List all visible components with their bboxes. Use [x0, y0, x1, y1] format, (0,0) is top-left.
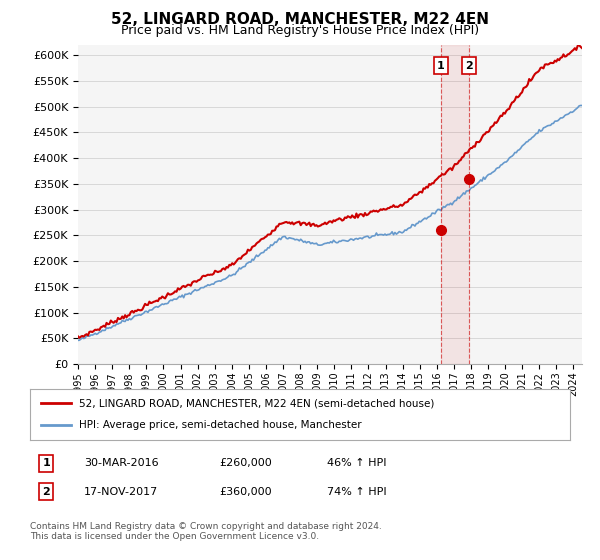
Text: Contains HM Land Registry data © Crown copyright and database right 2024.
This d: Contains HM Land Registry data © Crown c… — [30, 522, 382, 542]
Text: 30-MAR-2016: 30-MAR-2016 — [84, 458, 158, 468]
Text: Price paid vs. HM Land Registry's House Price Index (HPI): Price paid vs. HM Land Registry's House … — [121, 24, 479, 37]
Text: 46% ↑ HPI: 46% ↑ HPI — [327, 458, 386, 468]
Bar — [441, 45, 469, 364]
Text: £360,000: £360,000 — [219, 487, 272, 497]
Text: 17-NOV-2017: 17-NOV-2017 — [84, 487, 158, 497]
Text: 2: 2 — [43, 487, 50, 497]
Text: £260,000: £260,000 — [219, 458, 272, 468]
Text: 74% ↑ HPI: 74% ↑ HPI — [327, 487, 386, 497]
Text: 2: 2 — [466, 60, 473, 71]
Text: 52, LINGARD ROAD, MANCHESTER, M22 4EN: 52, LINGARD ROAD, MANCHESTER, M22 4EN — [111, 12, 489, 27]
Text: 1: 1 — [437, 60, 445, 71]
Text: HPI: Average price, semi-detached house, Manchester: HPI: Average price, semi-detached house,… — [79, 421, 361, 431]
Text: 52, LINGARD ROAD, MANCHESTER, M22 4EN (semi-detached house): 52, LINGARD ROAD, MANCHESTER, M22 4EN (s… — [79, 398, 434, 408]
Text: 1: 1 — [43, 458, 50, 468]
